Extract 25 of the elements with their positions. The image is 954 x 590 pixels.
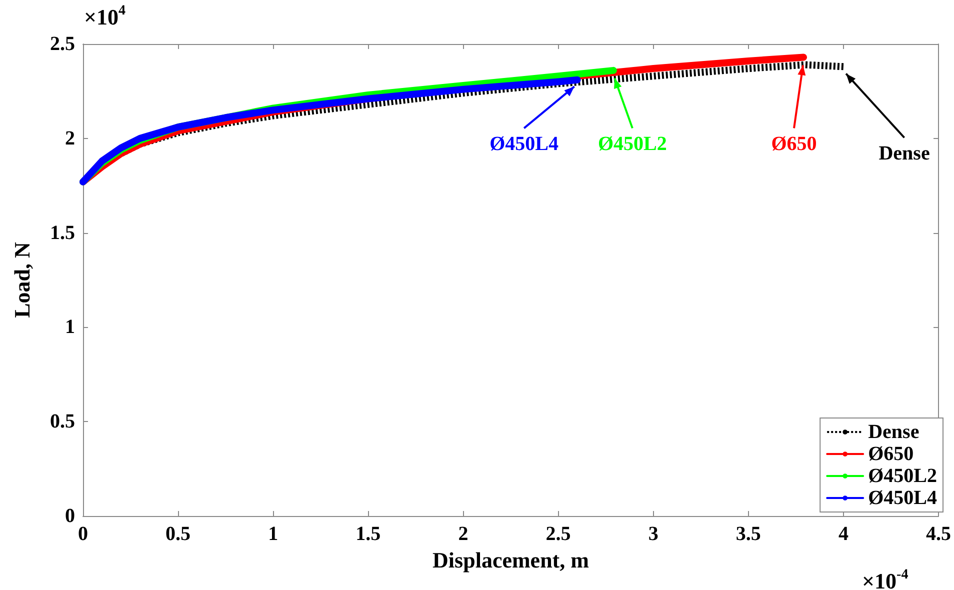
x-tick-label: 3.5 [736, 523, 761, 545]
annotation: Ø650 [771, 133, 817, 156]
x-tick-label: 4 [838, 523, 848, 545]
legend-label: Ø450L4 [868, 487, 938, 509]
legend-label: Ø450L2 [868, 465, 938, 487]
x-tick-label: 1.5 [356, 523, 381, 545]
annotation: Ø450L4 [490, 133, 559, 156]
x-tick-label: 1 [268, 523, 278, 545]
legend-label: Ø650 [868, 443, 914, 465]
y-axis-title: Load, N [10, 242, 34, 318]
y-tick-label: 0.5 [50, 410, 75, 433]
y-tick-label: 2 [65, 127, 75, 150]
y-tick-label: 0 [65, 505, 75, 527]
x-tick-label: 4.5 [926, 523, 951, 545]
x-tick-label: 2 [458, 523, 468, 545]
y-tick-label: 1 [65, 316, 75, 338]
x-tick-label: 0.5 [166, 523, 191, 545]
annotation: Dense [878, 142, 930, 165]
x-axis-title: Displacement, m [432, 547, 589, 572]
legend-label: Dense [868, 421, 920, 443]
y-tick-label: 1.5 [50, 222, 75, 244]
x-tick-label: 3 [648, 523, 658, 545]
annotation: Ø450L2 [598, 133, 667, 156]
y-tick-label: 2.5 [50, 33, 75, 55]
x-tick-label: 2.5 [546, 523, 571, 545]
